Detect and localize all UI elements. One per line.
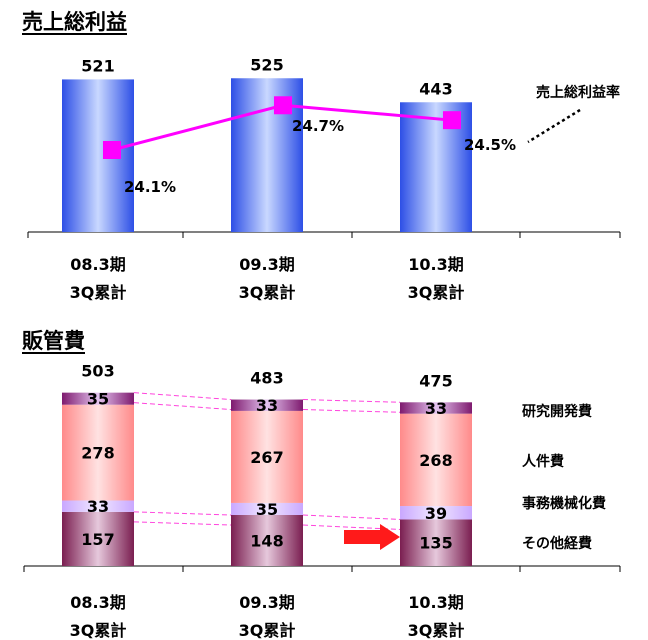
margin-marker bbox=[274, 96, 292, 115]
total-label: 483 bbox=[250, 369, 283, 388]
bar bbox=[400, 102, 472, 232]
bar-value-label: 443 bbox=[419, 79, 452, 98]
bar-value-label: 525 bbox=[250, 55, 283, 74]
segment-value-label: 135 bbox=[419, 534, 452, 553]
segment-value-label: 33 bbox=[425, 399, 447, 418]
segment-value-label: 35 bbox=[87, 390, 109, 409]
category-label: 08.3期 bbox=[70, 593, 125, 612]
margin-marker bbox=[443, 111, 461, 130]
connector-line bbox=[133, 511, 232, 516]
stack-segment bbox=[231, 399, 303, 411]
category-label: 3Q累計 bbox=[70, 283, 127, 302]
category-label: 3Q累計 bbox=[70, 621, 127, 640]
segment-value-label: 35 bbox=[256, 500, 278, 519]
stack-segment bbox=[62, 392, 134, 405]
segment-value-label: 278 bbox=[81, 444, 114, 463]
category-label: 10.3期 bbox=[408, 255, 463, 274]
sga-title: 販管費 bbox=[22, 329, 85, 353]
segment-value-label: 39 bbox=[425, 504, 447, 523]
bar bbox=[62, 79, 134, 233]
margin-marker bbox=[103, 141, 121, 159]
category-label: 3Q累計 bbox=[408, 283, 465, 302]
segment-value-label: 267 bbox=[250, 448, 283, 467]
margin-label: 24.7% bbox=[292, 117, 344, 135]
segment-value-label: 33 bbox=[256, 396, 278, 415]
stack-segment bbox=[400, 402, 472, 414]
margin-label: 24.5% bbox=[464, 136, 516, 154]
connector-line bbox=[133, 392, 232, 401]
connector-line bbox=[302, 514, 401, 520]
total-label: 503 bbox=[81, 362, 114, 381]
stack-segment bbox=[400, 519, 472, 566]
category-label: 08.3期 bbox=[70, 255, 125, 274]
connector-line bbox=[133, 521, 232, 526]
connector-line bbox=[133, 402, 232, 411]
gross-profit-title: 売上総利益 bbox=[22, 10, 127, 34]
connector-line bbox=[302, 399, 401, 403]
category-label: 10.3期 bbox=[408, 593, 463, 612]
segment-value-label: 157 bbox=[81, 530, 114, 549]
category-label: 3Q累計 bbox=[408, 621, 465, 640]
bar-value-label: 521 bbox=[81, 56, 114, 75]
decrease-arrow bbox=[344, 524, 400, 550]
series-legend-label: その他経費 bbox=[522, 535, 592, 552]
stack-segment bbox=[231, 410, 303, 503]
margin-series-label: 売上総利益率 bbox=[536, 84, 620, 101]
stack-segment bbox=[400, 506, 472, 520]
segment-value-label: 268 bbox=[419, 451, 452, 470]
category-label: 09.3期 bbox=[239, 593, 294, 612]
margin-leader-line bbox=[527, 108, 581, 144]
gross-profit-chart: 521 08.3期 3Q累計 525 09.3期 3Q累計 443 10.3期 3Q累計 24.1… bbox=[27, 55, 621, 302]
category-label: 09.3期 bbox=[239, 255, 294, 274]
total-label: 475 bbox=[419, 371, 452, 390]
segment-value-label: 33 bbox=[87, 497, 109, 516]
sga-chart: 157 33 278 35 503 08.3期 3Q累計 148 35 267 33 483 09.3期… bbox=[23, 362, 621, 640]
segment-value-label: 148 bbox=[250, 531, 283, 550]
series-legend-label: 人件費 bbox=[522, 453, 564, 470]
series-legend-label: 研究開発費 bbox=[522, 403, 592, 420]
stack-segment bbox=[231, 514, 303, 566]
stack-segment bbox=[400, 413, 472, 507]
stack-segment bbox=[62, 500, 134, 512]
margin-label: 24.1% bbox=[124, 178, 176, 196]
bar bbox=[231, 78, 303, 232]
series-legend-label: 事務機械化費 bbox=[522, 495, 606, 512]
stack-segment bbox=[231, 502, 303, 515]
stack-segment bbox=[62, 404, 134, 501]
category-label: 3Q累計 bbox=[239, 283, 296, 302]
stack-segment bbox=[62, 511, 134, 566]
category-label: 3Q累計 bbox=[239, 621, 296, 640]
connector-line bbox=[302, 409, 401, 413]
